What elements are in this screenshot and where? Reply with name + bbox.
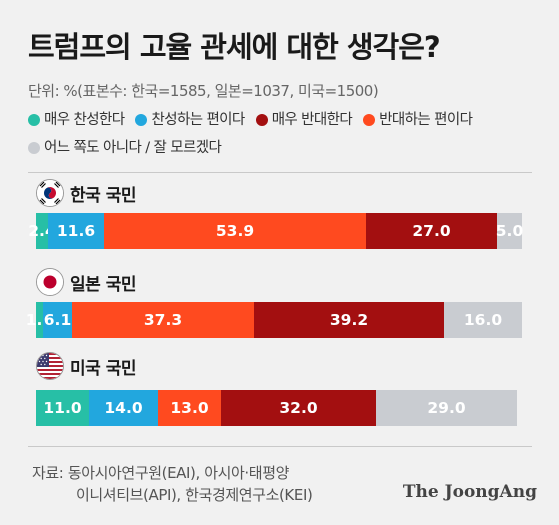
legend: 매우 찬성한다 찬성하는 편이다 매우 반대한다 반대하는 편이다 어느 쪽도 …: [28, 108, 543, 162]
data-label: 39.2: [329, 311, 369, 329]
bar-row-japan: 1.4 6.1 37.3 39.2 16.0: [26, 302, 522, 338]
segment-oppose: 53.9: [104, 213, 366, 249]
legend-item-strongly-oppose: 매우 반대한다: [255, 108, 353, 132]
legend-item-strongly-support: 매우 찬성한다: [28, 108, 125, 132]
segment-support: 11.6: [48, 213, 104, 249]
segment-oppose: 37.3: [72, 302, 254, 338]
data-label: 6.1: [43, 311, 72, 329]
data-label: 11.0: [43, 399, 82, 417]
data-label: 14.0: [104, 399, 143, 417]
divider: [28, 172, 532, 173]
legend-label: 매우 찬성한다: [44, 112, 125, 128]
group-label-japan: 일본 국민: [36, 268, 136, 296]
data-label: 11.6: [56, 222, 96, 240]
legend-item-support: 찬성하는 편이다: [135, 108, 245, 132]
legend-label: 매우 반대한다: [271, 112, 353, 128]
korea-flag-icon: [36, 179, 64, 207]
chart-title: 트럼프의 고율 관세에 대한 생각은?: [28, 30, 441, 64]
segment-oppose: 13.0: [158, 390, 221, 426]
segment-support: 6.1: [43, 302, 72, 338]
segment-strongly-support: 2.4: [28, 213, 56, 249]
group-label-korea: 한국 국민: [36, 179, 136, 207]
segment-strongly-support: 11.0: [36, 390, 89, 426]
legend-swatch: [28, 142, 40, 154]
data-label: 37.3: [143, 311, 183, 329]
data-label: 27.0: [412, 222, 451, 240]
source-line-1: 자료: 동아시아연구원(EAI), 아시아·태평양: [32, 464, 289, 482]
data-label: 5.0: [495, 222, 524, 240]
legend-label: 어느 쪽도 아니다 / 잘 모르겠다: [44, 140, 222, 156]
legend-swatch: [135, 114, 148, 126]
chart-subtitle: 단위: %(표본수: 한국=1585, 일본=1037, 미국=1500): [28, 82, 379, 100]
data-label: 29.0: [427, 399, 466, 417]
bar-row-usa: 11.0 14.0 13.0 32.0 29.0: [36, 390, 522, 426]
segment-strongly-support: 1.4: [26, 302, 53, 338]
segment-strongly-oppose: 39.2: [254, 302, 444, 338]
data-label: 53.9: [215, 222, 255, 240]
category-label: 미국 국민: [70, 358, 136, 379]
legend-item-oppose: 반대하는 편이다: [363, 108, 473, 132]
brand-logo: The JoongAng: [402, 482, 537, 502]
segment-unsure: 5.0: [495, 213, 524, 249]
data-label: 16.0: [463, 311, 503, 329]
source-note: 자료: 동아시아연구원(EAI), 아시아·태평양 이니셔티브(API), 한국…: [32, 462, 313, 506]
legend-item-unsure: 어느 쪽도 아니다 / 잘 모르겠다: [28, 136, 222, 160]
legend-label: 찬성하는 편이다: [151, 112, 245, 128]
segment-unsure: 29.0: [376, 390, 517, 426]
category-label: 일본 국민: [70, 274, 136, 295]
divider: [28, 446, 532, 447]
group-label-usa: 미국 국민: [36, 352, 136, 380]
segment-strongly-oppose: 27.0: [366, 213, 497, 249]
data-label: 32.0: [279, 399, 318, 417]
data-label: 13.0: [170, 399, 209, 417]
segment-strongly-oppose: 32.0: [221, 390, 376, 426]
segment-unsure: 16.0: [444, 302, 522, 338]
legend-label: 반대하는 편이다: [379, 112, 473, 128]
legend-swatch: [363, 114, 376, 126]
legend-swatch: [255, 114, 268, 126]
source-line-2: 이니셔티브(API), 한국경제연구소(KEI): [76, 486, 313, 504]
segment-support: 14.0: [89, 390, 158, 426]
japan-flag-icon: [36, 268, 64, 296]
category-label: 한국 국민: [70, 185, 136, 206]
usa-flag-icon: [36, 352, 64, 380]
bar-row-korea: 2.4 11.6 53.9 27.0 5.0: [28, 213, 524, 249]
legend-swatch: [28, 114, 40, 126]
